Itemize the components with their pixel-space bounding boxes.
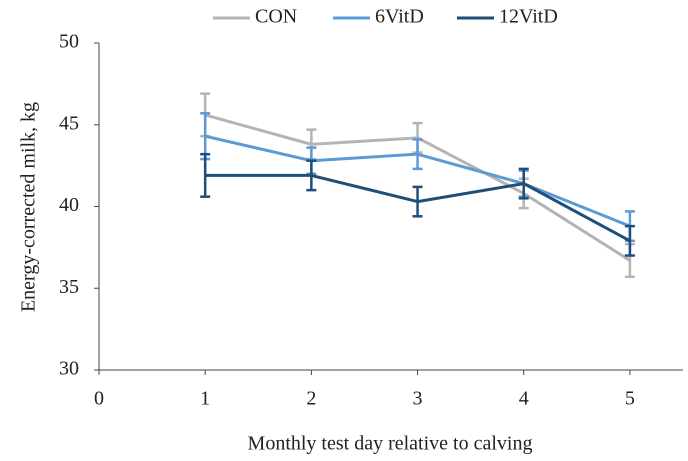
- error-bar: [412, 185, 423, 218]
- y-tick-label: 50: [59, 31, 79, 53]
- error-bar: [306, 159, 317, 192]
- error-bar: [518, 167, 529, 200]
- error-bar: [624, 224, 635, 257]
- legend-label: 6VitD: [375, 6, 424, 28]
- y-tick-label: 30: [59, 358, 79, 380]
- x-tick-label: 3: [413, 388, 423, 410]
- x-tick-label: 4: [519, 388, 529, 410]
- x-tick-label: 2: [306, 388, 316, 410]
- y-axis-label: Energy-corrected milk, kg: [18, 102, 40, 312]
- y-tick-label: 35: [59, 276, 79, 298]
- x-axis-label: Monthly test day relative to calving: [248, 433, 533, 455]
- x-tick-label: 0: [94, 388, 104, 410]
- error-bar: [412, 138, 423, 171]
- legend-label: CON: [255, 6, 297, 28]
- x-tick-label: 1: [200, 388, 210, 410]
- y-tick-label: 45: [59, 112, 79, 134]
- legend-label: 12VitD: [499, 6, 558, 28]
- y-tick-label: 40: [59, 194, 79, 216]
- x-tick-label: 5: [625, 388, 635, 410]
- error-bar: [200, 152, 211, 198]
